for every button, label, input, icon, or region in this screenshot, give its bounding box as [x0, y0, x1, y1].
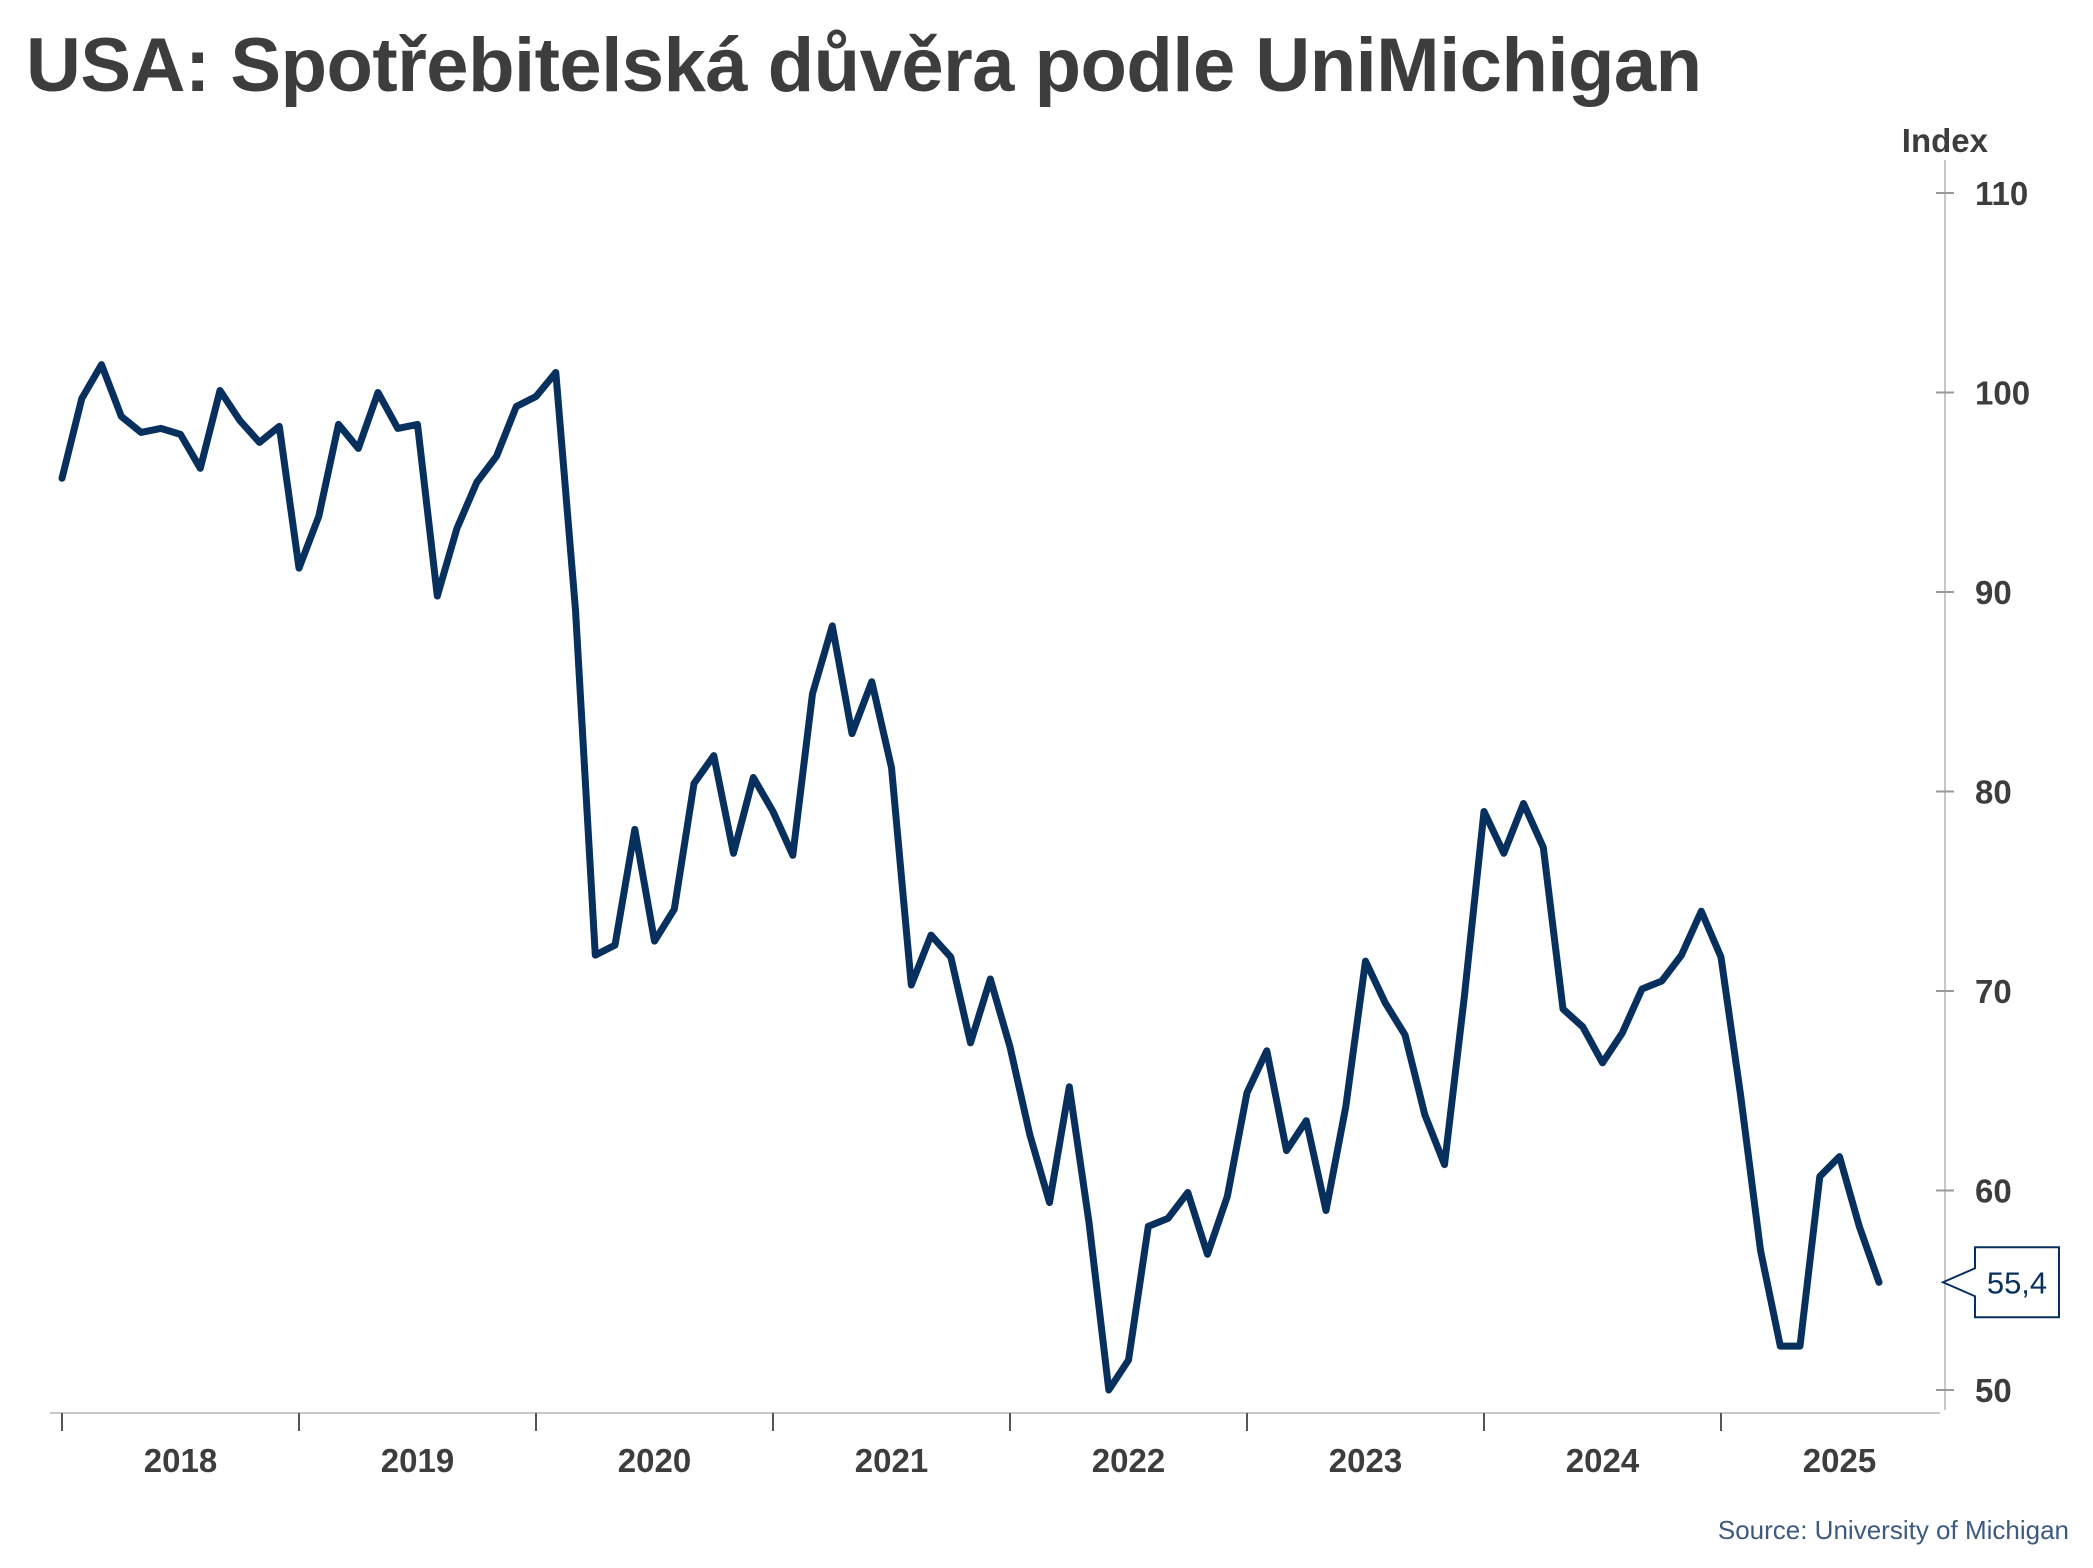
- y-tick-label: 90: [1975, 574, 2012, 611]
- x-tick-label: 2024: [1566, 1442, 1640, 1479]
- x-axis: 2018 2019 2020 2021 2022 2023 2024 2025: [50, 1412, 1940, 1479]
- last-value-callout: 55,4: [1940, 1246, 2060, 1319]
- x-tick-label: 2020: [618, 1442, 691, 1479]
- x-tick-label: 2019: [381, 1442, 454, 1479]
- x-tick-label: 2018: [144, 1442, 217, 1479]
- y-tick-label: 50: [1975, 1372, 2012, 1409]
- x-tick-label: 2021: [855, 1442, 928, 1479]
- y-axis: Index 50 60 70 80 90 100 110: [1902, 122, 2030, 1410]
- last-value-box: [1940, 1246, 2060, 1319]
- y-tick-label: 110: [1975, 175, 2028, 212]
- last-value-label: 55,4: [1987, 1265, 2047, 1300]
- y-tick-label: 60: [1975, 1173, 2012, 1210]
- series-line: [58, 361, 1883, 1394]
- x-tick-label: 2025: [1803, 1442, 1876, 1479]
- source-note: Source: University of Michigan: [1717, 1515, 2069, 1545]
- y-tick-label: 70: [1975, 973, 2012, 1010]
- chart-title: USA: Spotřebitelská důvěra podle UniMich…: [26, 23, 1702, 108]
- series-layer: [58, 361, 1883, 1394]
- x-tick-label: 2022: [1092, 1442, 1165, 1479]
- y-axis-label: Index: [1902, 122, 1989, 159]
- y-tick-label: 100: [1975, 375, 2030, 412]
- x-tick-label: 2023: [1329, 1442, 1402, 1479]
- y-tick-label: 80: [1975, 774, 2012, 811]
